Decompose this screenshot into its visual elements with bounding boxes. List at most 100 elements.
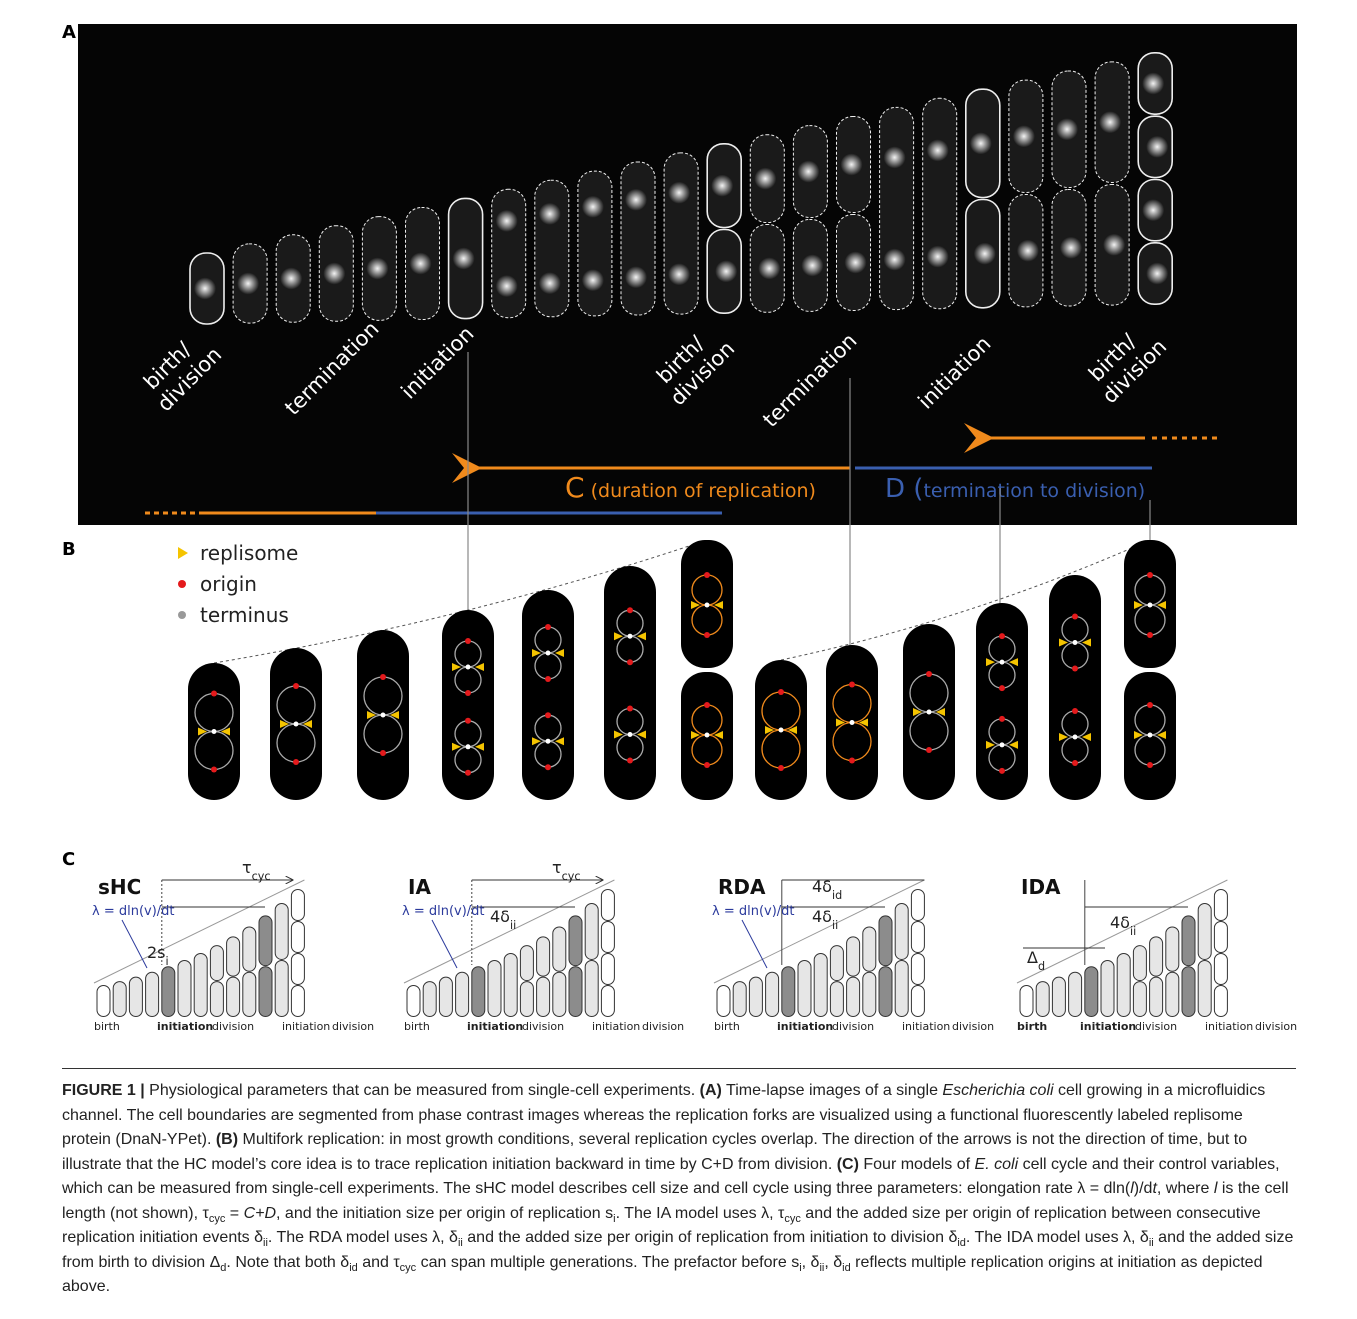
cell: [1019, 985, 1034, 1017]
cell: [813, 953, 828, 1017]
fluorescent-spot: [1142, 72, 1165, 95]
cell: [1100, 959, 1115, 1017]
size-line: [713, 879, 925, 984]
caption-run: ii: [263, 1237, 268, 1250]
origin: [1072, 665, 1078, 672]
cell: [910, 889, 925, 921]
caption-run: and the added size per origin of replica…: [62, 1204, 1261, 1247]
terminus: [380, 712, 386, 718]
caption-run: reflects multiple replication origins at…: [62, 1253, 1263, 1296]
origin: [211, 690, 217, 697]
cell: [1049, 575, 1101, 800]
fluorescent-spot: [625, 266, 647, 289]
caption-run: Multifork replication: in most growth co…: [62, 1131, 1248, 1173]
caption-run: and the added size from birth to divisio…: [62, 1229, 1294, 1271]
axis-label: initiation: [902, 1020, 950, 1033]
caption-run: , δ: [801, 1253, 820, 1271]
cell: [552, 971, 567, 1018]
replisome: [1082, 638, 1091, 647]
cell: [797, 959, 812, 1017]
cell: [536, 976, 551, 1018]
cell: [910, 921, 925, 953]
axis-label: initiation: [157, 1020, 213, 1033]
caption-run: , δ: [824, 1253, 843, 1271]
cell-outline: [491, 188, 527, 319]
cell: [1084, 966, 1099, 1018]
origin: [926, 747, 932, 753]
cell: [519, 945, 534, 982]
cell: [894, 902, 909, 960]
lambda-pointer: [121, 919, 148, 969]
caption-run: Escherichia coli: [942, 1082, 1054, 1099]
model-title: sHC: [98, 875, 141, 899]
caption-run: id: [957, 1237, 966, 1250]
cell: [1132, 945, 1147, 982]
caption-run: l: [1130, 1180, 1134, 1197]
caption-run: Time-lapse images of a single: [721, 1082, 943, 1099]
caption-run: C+D: [243, 1204, 277, 1222]
cell: [1197, 959, 1212, 1017]
cell: [1213, 921, 1228, 953]
cell: [1116, 953, 1131, 1017]
panel-label: B: [62, 539, 76, 560]
replisome: [936, 708, 945, 716]
caption-run: ii: [1148, 1237, 1154, 1250]
terminus: [627, 633, 633, 639]
label: Δd: [1027, 948, 1045, 973]
cell-outline: [879, 106, 915, 311]
replisome: [280, 720, 289, 728]
replisome: [1059, 638, 1068, 647]
origin: [545, 764, 551, 771]
caption: FIGURE 1 | Physiological parameters that…: [62, 1068, 1296, 1300]
cell-outline: [922, 97, 958, 310]
cell: [910, 985, 925, 1017]
fluorescent-spot: [625, 188, 647, 211]
origin: [627, 659, 633, 666]
cell: [471, 966, 486, 1018]
axis-label: birth: [714, 1020, 740, 1033]
origin: [465, 690, 471, 696]
replisome: [714, 731, 723, 739]
cell: [258, 915, 273, 967]
axis-label: initiation: [282, 1020, 330, 1033]
origin: [545, 676, 551, 682]
replisome: [637, 632, 646, 641]
replisome: [691, 731, 700, 739]
model-title: RDA: [718, 875, 766, 899]
replisome: [532, 649, 541, 657]
cell: [781, 966, 796, 1018]
cell: [568, 915, 583, 967]
cell: [765, 971, 780, 1018]
legend-label: replisome: [200, 541, 298, 565]
growth-curve: [780, 539, 1151, 661]
caption-run: cell growing in a microfluidics channel.…: [62, 1082, 1266, 1148]
legend-label: origin: [200, 572, 257, 596]
label: τcyc: [242, 858, 271, 883]
text-run: cyc: [562, 870, 581, 883]
cell: [894, 959, 909, 1017]
cell: [226, 936, 241, 977]
fluorescent-spot: [711, 174, 734, 197]
caption-run: t: [1152, 1180, 1157, 1197]
terminus: [465, 664, 471, 670]
cell: [290, 985, 305, 1017]
origin: [627, 705, 633, 712]
cell: [878, 915, 893, 967]
caption-run: )/d: [1133, 1180, 1153, 1197]
fluorescent-spot: [926, 139, 949, 162]
terminus: [1147, 732, 1153, 738]
replisome: [1009, 658, 1018, 667]
cell: [584, 902, 599, 960]
cell: [732, 981, 747, 1018]
text-run: ii: [510, 919, 516, 932]
caption-run: i: [799, 1261, 802, 1274]
origin: [1147, 762, 1153, 768]
replisome: [1082, 733, 1091, 741]
label: τcyc: [552, 858, 581, 883]
cell: [1132, 981, 1147, 1018]
fluorescent-spot: [797, 160, 820, 183]
text-run: ii: [1130, 925, 1136, 938]
origin: [545, 624, 551, 630]
fluorescent-spot: [840, 153, 863, 176]
terminus: [1072, 640, 1078, 645]
